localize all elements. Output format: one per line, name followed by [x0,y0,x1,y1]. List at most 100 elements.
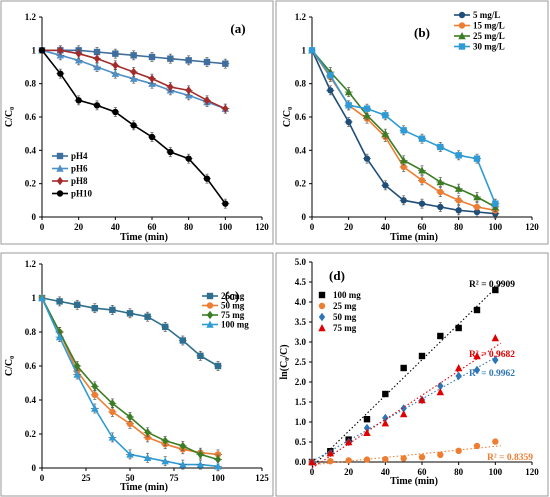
data-point [382,112,389,119]
data-point [203,96,211,105]
data-point [222,104,229,113]
data-point [196,460,205,468]
x-tick-label: 60 [418,222,428,232]
data-point [161,457,169,465]
data-point [345,118,352,126]
data-point [345,102,352,109]
data-point [308,47,316,54]
data-point [148,53,156,61]
r-squared-label: R² = 0.8359 [487,453,533,463]
data-point [492,438,499,445]
x-tick-label: 75 [170,473,180,483]
data-point [418,352,426,360]
x-tick-label: 100 [489,222,503,232]
data-point [197,450,204,459]
data-point [91,382,98,391]
panel-label: (d) [329,268,345,283]
y-tick-label: 0.4 [295,145,307,155]
y-tick-label: 1.0 [295,417,307,427]
series-100-mg [38,294,222,472]
data-point [197,352,204,359]
panel-label: (b) [414,25,430,40]
x-tick-label: 80 [454,222,464,232]
panel-b: 0 20 40 60 80 100 120 0 0.2 0.4 0.6 0.8 1 1.2 Time (mi… [282,10,539,243]
data-point [126,450,134,458]
data-point [93,102,101,109]
data-point [473,203,481,211]
legend-label: 50 mg [221,301,245,311]
data-point [382,390,389,398]
x-axis-title: Time (min) [390,232,438,243]
y-tick-label: 0.8 [25,327,37,337]
data-point [437,332,444,340]
y-tick-label: 3.5 [295,317,307,327]
data-point [129,74,138,82]
legend-label: pH4 [71,151,88,161]
legend-marker [458,22,466,29]
data-point [74,56,83,64]
series-30-mg-l [308,47,500,209]
panel-c: 0 25 50 75 100 125 0 0.2 0.4 0.6 0.8 1 1.2 Time (min)… [4,259,269,493]
data-point [214,455,222,464]
x-tick-label: 0 [310,467,315,477]
x-axis-title: Time (min) [390,476,438,487]
data-point [455,197,462,204]
r-squared-label: R² = 0.9909 [469,280,515,290]
y-tick-label: 0 [302,212,307,222]
data-point [185,155,192,162]
data-point [363,105,371,112]
data-point [91,305,98,312]
data-point [492,355,499,365]
data-point [418,135,426,142]
x-tick-label: 80 [454,467,464,477]
data-point [400,197,407,204]
y-axis-title: ln(C₀/C) [279,344,290,379]
legend-marker [318,312,326,322]
data-point [454,184,463,192]
legend-marker [56,190,64,197]
x-tick-label: 100 [219,222,233,232]
legend-marker [318,324,326,332]
y-tick-label: 1 [302,45,307,55]
panel-d: 0 20 40 60 80 100 120 0.0 0.5 1.0 1.5 2.0 2.5 3.0 3.5 4… [279,257,539,487]
data-point [109,306,116,314]
data-point [436,178,445,186]
y-tick-label: 0.6 [25,112,37,122]
data-point [436,388,445,396]
legend-label: 100 mg [221,320,249,330]
data-point [400,455,407,462]
y-axis-title: C/C₀ [4,356,15,376]
data-point [126,310,134,317]
data-point [38,47,46,54]
y-tick-label: 1.2 [25,12,37,22]
data-point [418,177,426,184]
data-point [363,428,371,436]
x-tick-label: 120 [525,222,539,232]
series-5-mg-l [308,47,500,219]
data-point [437,188,444,196]
y-tick-label: 0.8 [295,79,307,89]
data-point [112,108,119,116]
series-25-mg-l [308,46,500,212]
y-tick-label: 0.2 [25,179,37,189]
data-point [185,57,192,64]
data-point [93,48,101,56]
data-point [38,294,46,302]
data-point [203,58,211,66]
data-point [437,451,444,458]
data-point [381,419,390,427]
data-point [437,203,444,211]
y-tick-label: 0.4 [25,395,37,405]
x-tick-label: 40 [111,222,121,232]
data-point [455,152,462,159]
data-point [327,458,334,465]
x-tick-label: 60 [418,467,428,477]
legend-marker [318,291,326,299]
x-tick-label: 100 [211,473,225,483]
data-point [75,49,82,58]
data-point [214,462,222,470]
data-point [57,70,64,77]
x-tick-label: 100 [489,467,503,477]
data-point [126,412,134,422]
x-tick-label: 125 [255,473,269,483]
